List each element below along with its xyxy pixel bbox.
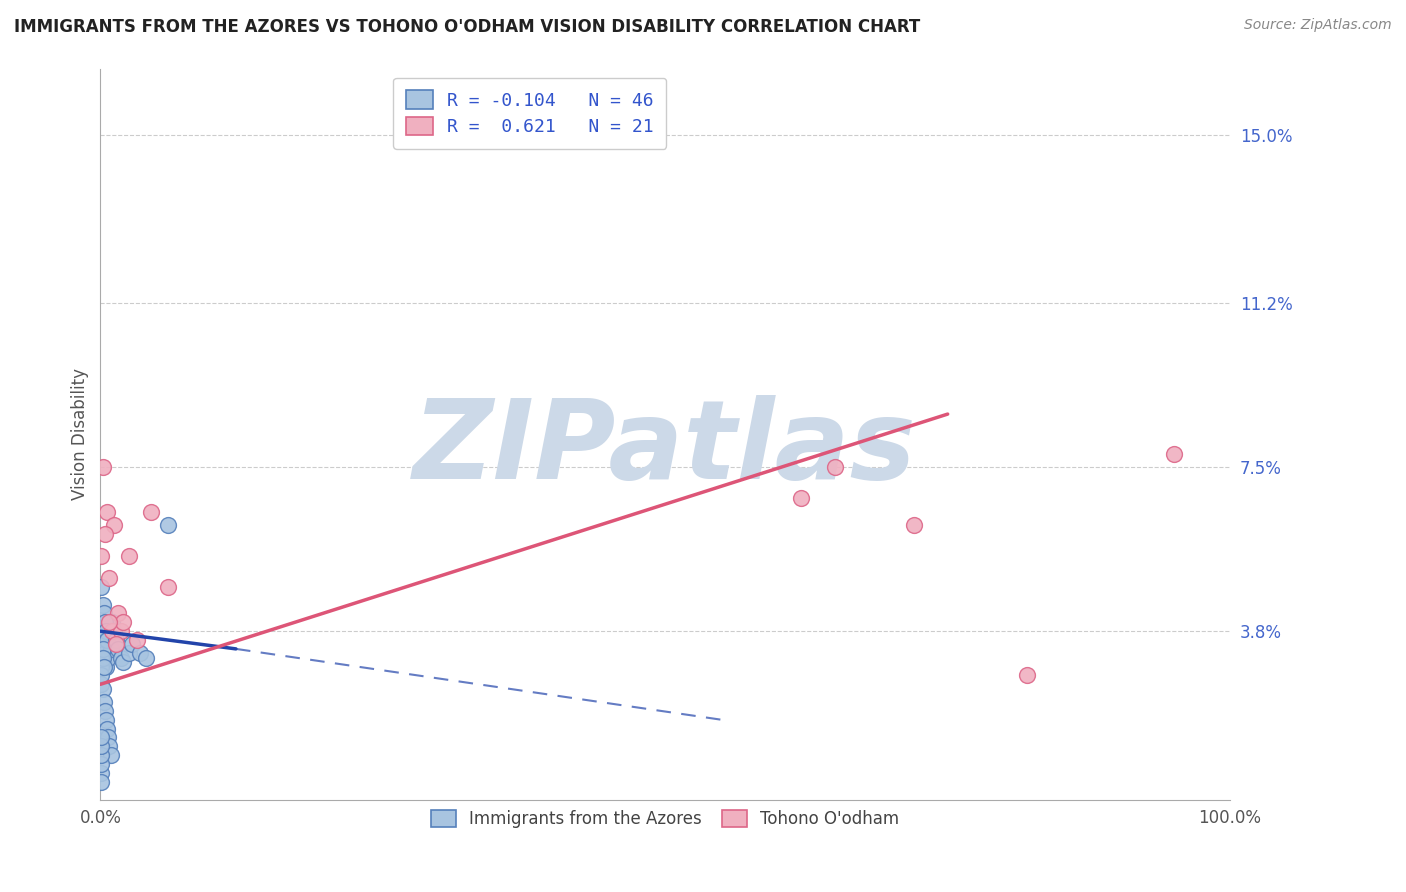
Point: [103, 624, 125, 639]
Point: [97, 650, 120, 665]
Point: [90, 668, 112, 682]
Text: Source: ZipAtlas.com: Source: ZipAtlas.com: [1244, 18, 1392, 32]
Point: [98, 615, 121, 630]
Point: [90, 766, 112, 780]
Point: [90, 580, 112, 594]
Point: [107, 641, 129, 656]
Point: [90, 650, 112, 665]
Point: [96, 504, 118, 518]
Point: [93, 607, 115, 621]
Point: [94, 526, 117, 541]
Point: [125, 633, 148, 648]
Point: [91, 641, 114, 656]
Point: [90, 748, 112, 763]
Point: [100, 748, 122, 763]
Point: [103, 517, 125, 532]
Point: [96, 633, 118, 648]
Point: [98, 571, 121, 585]
Point: [94, 646, 117, 660]
Point: [90, 659, 112, 673]
Point: [90, 757, 112, 772]
Point: [100, 641, 122, 656]
Point: [111, 615, 134, 630]
Point: [91, 460, 114, 475]
Y-axis label: Vision Disability: Vision Disability: [72, 368, 89, 500]
Point: [111, 655, 134, 669]
Point: [91, 624, 114, 639]
Point: [157, 580, 180, 594]
Point: [135, 650, 157, 665]
Point: [91, 681, 114, 696]
Point: [94, 624, 117, 639]
Point: [903, 517, 925, 532]
Point: [100, 624, 122, 639]
Point: [96, 633, 118, 648]
Text: ZIPatlas: ZIPatlas: [413, 395, 917, 502]
Point: [91, 650, 114, 665]
Point: [93, 637, 115, 651]
Point: [100, 615, 122, 630]
Point: [110, 624, 132, 639]
Point: [94, 713, 117, 727]
Point: [98, 624, 121, 639]
Point: [157, 517, 180, 532]
Point: [93, 659, 115, 673]
Point: [97, 731, 120, 745]
Point: [128, 646, 150, 660]
Legend: Immigrants from the Azores, Tohono O'odham: Immigrants from the Azores, Tohono O'odh…: [425, 804, 905, 835]
Point: [90, 677, 112, 691]
Point: [94, 659, 117, 673]
Point: [98, 739, 121, 754]
Point: [790, 491, 813, 506]
Point: [1015, 668, 1038, 682]
Point: [141, 504, 163, 518]
Point: [117, 646, 139, 660]
Point: [90, 731, 112, 745]
Point: [91, 598, 114, 612]
Point: [107, 607, 129, 621]
Point: [96, 722, 118, 736]
Point: [90, 774, 112, 789]
Point: [117, 549, 139, 563]
Point: [105, 633, 128, 648]
Point: [93, 695, 115, 709]
Point: [90, 739, 112, 754]
Point: [90, 549, 112, 563]
Point: [121, 637, 143, 651]
Point: [110, 650, 132, 665]
Point: [1163, 447, 1185, 461]
Point: [105, 637, 128, 651]
Text: IMMIGRANTS FROM THE AZORES VS TOHONO O'ODHAM VISION DISABILITY CORRELATION CHART: IMMIGRANTS FROM THE AZORES VS TOHONO O'O…: [14, 18, 921, 36]
Point: [94, 704, 117, 718]
Point: [94, 615, 117, 630]
Point: [824, 460, 846, 475]
